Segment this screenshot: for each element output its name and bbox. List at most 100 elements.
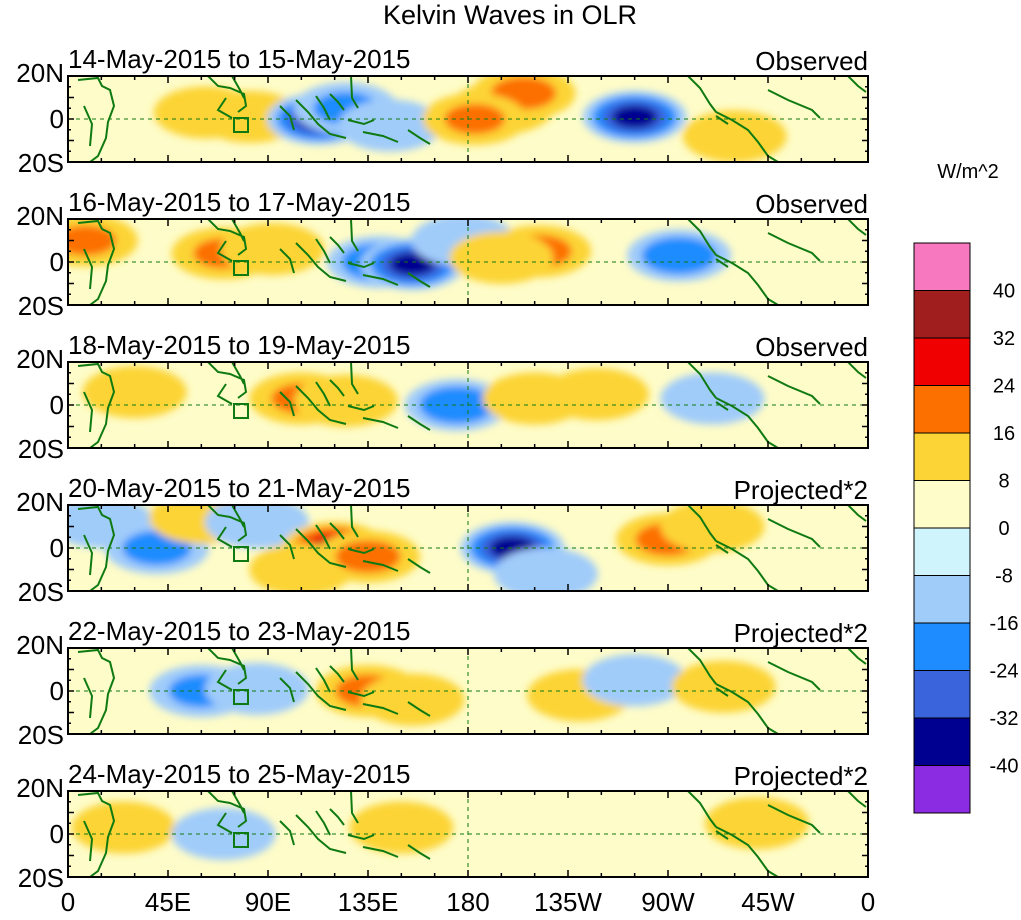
colorbar-label: -16 bbox=[990, 613, 1019, 635]
panel-label: Observed bbox=[755, 332, 868, 362]
y-tick-label: 20N bbox=[16, 344, 64, 374]
panel-4: 20-May-2015 to 21-May-2015 Projected*2 20N… bbox=[16, 473, 869, 607]
anomaly-blob-6 bbox=[704, 797, 809, 850]
coastlines bbox=[77, 76, 867, 162]
anomaly-blob-2 bbox=[204, 662, 309, 715]
panel-2: 16-May-2015 to 17-May-2015 Observed 20N 0 20… bbox=[16, 187, 869, 321]
y-tick-label: 20N bbox=[16, 58, 64, 88]
anomaly-blob-7 bbox=[544, 368, 649, 421]
olr-anomaly-field bbox=[71, 797, 809, 860]
x-tick-label: 45W bbox=[741, 887, 795, 917]
y-tick-label: 20S bbox=[18, 577, 64, 607]
anomaly-blob-5 bbox=[419, 386, 495, 424]
x-tick-label: 180 bbox=[446, 887, 489, 917]
y-tick-label: 20N bbox=[16, 773, 64, 803]
colorbar-swatch bbox=[913, 242, 971, 291]
colorbar-label: 40 bbox=[993, 281, 1015, 303]
anomaly-blob-4 bbox=[220, 223, 325, 276]
olr-anomaly-field bbox=[68, 219, 732, 291]
y-tick-label: 20N bbox=[16, 487, 64, 517]
panel-label: Projected*2 bbox=[734, 761, 868, 791]
reference-box bbox=[233, 689, 249, 705]
colorbar-label: -24 bbox=[990, 661, 1019, 683]
colorbar-label: 0 bbox=[998, 518, 1009, 540]
colorbar-swatch bbox=[913, 432, 971, 481]
panel-plot-area bbox=[68, 791, 868, 877]
coastlines bbox=[77, 219, 867, 305]
x-axis: 0 45E 90E 135E 180 135W 90W 45W 0 bbox=[61, 887, 875, 917]
colorbar-label: 8 bbox=[998, 471, 1009, 493]
panel-date-range: 24-May-2015 to 25-May-2015 bbox=[68, 759, 411, 789]
panel-label: Projected*2 bbox=[734, 475, 868, 505]
anomaly-blob-6 bbox=[338, 99, 443, 152]
colorbar-swatch bbox=[913, 337, 971, 386]
panel-3: 18-May-2015 to 19-May-2015 Observed 20N 0 20… bbox=[16, 330, 869, 464]
y-tick-label: 20S bbox=[18, 434, 64, 464]
anomaly-blob-4 bbox=[349, 801, 454, 854]
anomaly-blob-1 bbox=[68, 225, 116, 256]
y-tick-label: 20N bbox=[16, 630, 64, 660]
panel-plot-area bbox=[68, 648, 868, 734]
reference-box bbox=[233, 117, 249, 133]
colorbar-swatch bbox=[913, 480, 971, 529]
x-tick-label: 90W bbox=[641, 887, 695, 917]
panel-plot-area bbox=[68, 76, 868, 162]
colorbar-label: -40 bbox=[990, 756, 1019, 778]
anomaly-blob-1 bbox=[82, 366, 187, 419]
panel-date-range: 20-May-2015 to 21-May-2015 bbox=[68, 473, 411, 503]
y-tick-label: 20S bbox=[18, 720, 64, 750]
y-tick-label: 0 bbox=[50, 104, 64, 134]
coastlines bbox=[77, 648, 867, 734]
colorbar-label: 16 bbox=[993, 423, 1015, 445]
colorbar-label: -8 bbox=[995, 566, 1013, 588]
anomaly-blob-8 bbox=[660, 372, 765, 425]
colorbar-swatch bbox=[913, 765, 971, 814]
olr-anomaly-field bbox=[68, 505, 765, 591]
x-tick-label: 45E bbox=[145, 887, 191, 917]
panel-plot-area bbox=[68, 362, 868, 448]
panel-date-range: 14-May-2015 to 15-May-2015 bbox=[68, 44, 411, 74]
anomaly-blob-1 bbox=[71, 801, 176, 854]
colorbar-units: W/m^2 bbox=[937, 161, 999, 183]
reference-box bbox=[233, 546, 249, 562]
figure-title: Kelvin Waves in OLR bbox=[383, 0, 637, 30]
panels-group: 14-May-2015 to 15-May-2015 Observed20N020… bbox=[16, 44, 869, 893]
colorbar-label: -32 bbox=[990, 708, 1019, 730]
anomaly-blob-11 bbox=[660, 505, 765, 553]
y-tick-label: 0 bbox=[50, 247, 64, 277]
anomaly-blob-11 bbox=[682, 110, 787, 162]
panel-label: Observed bbox=[755, 46, 868, 76]
colorbar-swatch bbox=[913, 527, 971, 576]
y-tick-label: 0 bbox=[50, 676, 64, 706]
panel-6: 24-May-2015 to 25-May-2015 Projected*2 20N… bbox=[16, 759, 869, 893]
y-tick-label: 0 bbox=[50, 819, 64, 849]
colorbar-swatch bbox=[913, 290, 971, 339]
x-tick-label: 90E bbox=[245, 887, 291, 917]
colorbar-swatch bbox=[913, 575, 971, 624]
panel-1: 14-May-2015 to 15-May-2015 Observed 20N 0 20… bbox=[16, 44, 869, 178]
anomaly-blob-9 bbox=[449, 231, 554, 284]
colorbar-swatch bbox=[913, 622, 971, 671]
olr-anomaly-field bbox=[82, 366, 765, 431]
x-tick-label: 0 bbox=[61, 887, 75, 917]
y-tick-label: 20S bbox=[18, 863, 64, 893]
y-tick-label: 20N bbox=[16, 201, 64, 231]
anomaly-blob-6 bbox=[389, 252, 436, 276]
panel-plot-area bbox=[68, 219, 868, 305]
panel-plot-area bbox=[68, 505, 868, 591]
reference-box bbox=[233, 260, 249, 276]
x-tick-label: 135E bbox=[338, 887, 399, 917]
panel-label: Observed bbox=[755, 189, 868, 219]
anomaly-blob-4 bbox=[360, 673, 465, 726]
panel-date-range: 16-May-2015 to 17-May-2015 bbox=[68, 187, 411, 217]
panel-date-range: 22-May-2015 to 23-May-2015 bbox=[68, 616, 411, 646]
y-tick-label: 0 bbox=[50, 533, 64, 563]
colorbar-swatch bbox=[913, 385, 971, 434]
anomaly-blob-9 bbox=[444, 104, 505, 134]
x-tick-label: 0 bbox=[861, 887, 875, 917]
y-tick-label: 20S bbox=[18, 148, 64, 178]
anomaly-blob-9 bbox=[493, 547, 598, 591]
reference-box bbox=[233, 832, 249, 848]
coastlines bbox=[77, 505, 867, 591]
